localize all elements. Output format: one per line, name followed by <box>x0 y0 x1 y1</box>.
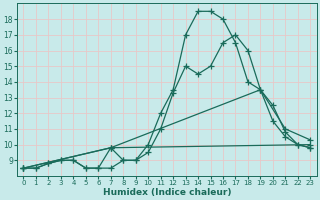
X-axis label: Humidex (Indice chaleur): Humidex (Indice chaleur) <box>103 188 231 197</box>
